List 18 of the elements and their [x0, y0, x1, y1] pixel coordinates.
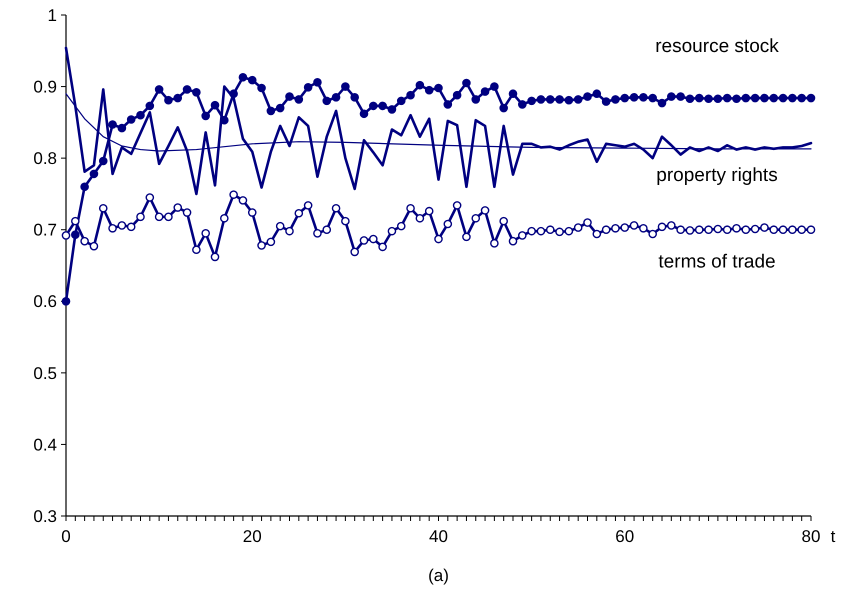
series-label: resource stock	[655, 36, 780, 58]
x-tick-label: 20	[242, 527, 262, 546]
y-tick-label: 0.7	[33, 220, 57, 240]
y-tick-label: 0.3	[33, 506, 57, 526]
y-tick-label: 0.4	[33, 435, 57, 454]
x-tick-label: 60	[615, 527, 634, 546]
y-tick-label: 0.8	[33, 149, 57, 168]
y-tick-label: 1	[48, 6, 57, 25]
x-tick-label: 80	[802, 527, 820, 546]
x-axis-title: t	[830, 527, 836, 546]
series-label: property rights	[656, 165, 778, 186]
series-label: terms of trade	[658, 252, 776, 273]
y-tick-label: 0.6	[33, 292, 57, 312]
y-tick-label: 0.5	[33, 364, 57, 383]
x-tick-label: 0	[61, 527, 71, 546]
text: (a)	[428, 566, 449, 585]
y-tick-label: 0.9	[33, 78, 57, 97]
x-tick-label: 40	[429, 527, 448, 546]
